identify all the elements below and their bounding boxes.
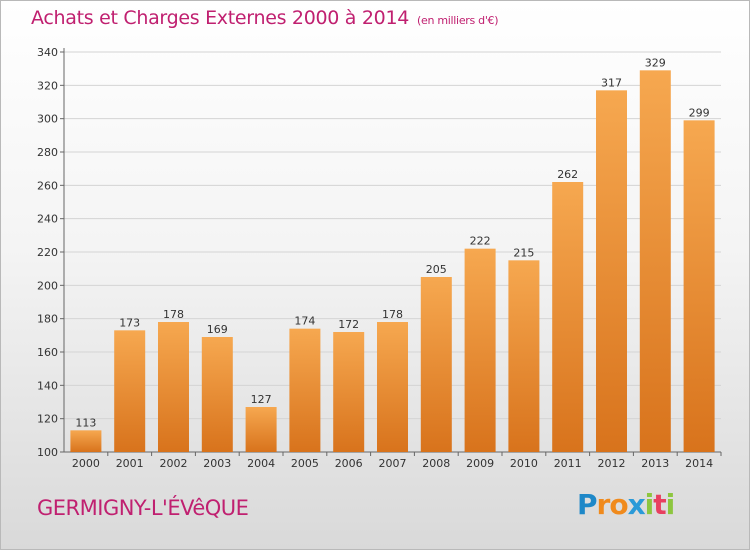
bar-value-label: 169 xyxy=(207,323,228,336)
bar-value-label: 215 xyxy=(513,246,534,259)
y-tick-label: 120 xyxy=(37,413,58,426)
bar xyxy=(464,248,496,452)
y-tick-label: 180 xyxy=(37,313,58,326)
bar xyxy=(70,430,102,452)
x-tick-label: 2000 xyxy=(72,457,100,470)
x-tick-label: 2014 xyxy=(685,457,713,470)
x-tick-label: 2012 xyxy=(598,457,626,470)
bar xyxy=(508,260,540,452)
bars xyxy=(70,70,715,452)
y-tick-label: 160 xyxy=(37,346,58,359)
bar-value-label: 205 xyxy=(426,263,447,276)
y-tick-label: 140 xyxy=(37,379,58,392)
bar-value-label: 173 xyxy=(119,316,140,329)
bar-value-label: 299 xyxy=(689,106,710,119)
x-tick-label: 2008 xyxy=(422,457,450,470)
chart-title: Achats et Charges Externes 2000 à 2014 (e… xyxy=(31,7,499,29)
bar xyxy=(333,332,365,452)
x-tick-label: 2013 xyxy=(641,457,669,470)
bar xyxy=(158,322,189,452)
bar xyxy=(596,90,627,452)
proxiti-logo: Proxiti xyxy=(577,488,676,521)
bar xyxy=(289,328,321,452)
x-tick-label: 2006 xyxy=(335,457,363,470)
x-tick-label: 2001 xyxy=(116,457,144,470)
x-tick-label: 2002 xyxy=(160,457,188,470)
bar xyxy=(201,337,233,452)
y-tick-label: 260 xyxy=(37,179,58,192)
x-tick-label: 2003 xyxy=(203,457,231,470)
bar xyxy=(639,70,671,452)
x-tick-label: 2007 xyxy=(379,457,407,470)
bar-value-label: 178 xyxy=(163,308,184,321)
y-tick-label: 200 xyxy=(37,279,58,292)
x-tick-label: 2009 xyxy=(466,457,494,470)
y-tick-label: 220 xyxy=(37,246,58,259)
logo-letter: i xyxy=(665,488,676,521)
axes: 100 120 140 160 180 200 220 240 260 280 300 320 340 2… xyxy=(37,46,722,470)
x-tick-label: 2005 xyxy=(291,457,319,470)
logo-letter: o xyxy=(609,488,628,521)
logo-letter: P xyxy=(577,488,598,521)
logo-letter: t xyxy=(653,488,666,521)
bar xyxy=(420,277,452,452)
bar-value-label: 178 xyxy=(382,308,403,321)
bar xyxy=(377,322,408,452)
place-name: GERMIGNY-L'ÉVêQUE xyxy=(37,496,249,520)
y-tick-label: 340 xyxy=(37,46,58,59)
logo-letter: x xyxy=(627,488,646,521)
y-tick-label: 100 xyxy=(37,446,58,459)
logo-letter: r xyxy=(596,488,611,521)
bar-value-label: 113 xyxy=(75,416,96,429)
bar-value-label: 174 xyxy=(294,315,315,328)
y-tick-label: 320 xyxy=(37,79,58,92)
bar xyxy=(552,182,584,452)
x-tick-label: 2011 xyxy=(554,457,582,470)
title-unit: (en milliers d'€) xyxy=(417,14,499,27)
title-text: Achats et Charges Externes 2000 à 2014 xyxy=(31,7,410,29)
bar xyxy=(245,407,277,452)
y-tick-label: 280 xyxy=(37,146,58,159)
bar-value-label: 127 xyxy=(251,393,272,406)
value-labels: 113 173 178 169 127 174 172 178 205 222 215 262 317 3… xyxy=(75,56,709,429)
bar-value-label: 222 xyxy=(470,235,491,248)
logo-letter: i xyxy=(644,488,655,521)
bar-value-label: 172 xyxy=(338,318,359,331)
x-tick-label: 2004 xyxy=(247,457,275,470)
bar-value-label: 317 xyxy=(601,76,622,89)
bar-value-label: 262 xyxy=(557,168,578,181)
bar xyxy=(114,330,146,452)
bar-value-label: 329 xyxy=(645,56,666,69)
y-tick-label: 240 xyxy=(37,213,58,226)
bar xyxy=(683,120,715,452)
x-tick-label: 2010 xyxy=(510,457,538,470)
y-tick-label: 300 xyxy=(37,113,58,126)
